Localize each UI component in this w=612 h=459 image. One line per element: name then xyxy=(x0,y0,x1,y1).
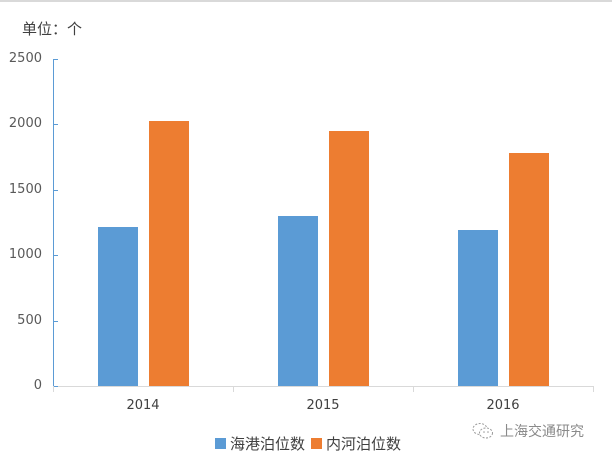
y-tick-label: 1000 xyxy=(8,247,42,263)
x-tick-label: 2016 xyxy=(486,398,520,413)
y-tick xyxy=(53,124,58,126)
x-tick xyxy=(593,386,594,392)
legend-item-river: 内河泊位数 xyxy=(311,433,401,454)
y-tick xyxy=(53,59,58,60)
y-tick xyxy=(53,320,58,322)
watermark: 上海交通研究 xyxy=(472,421,584,441)
legend-label-sea: 海港泊位数 xyxy=(230,435,306,453)
top-border xyxy=(0,0,612,2)
x-tick xyxy=(233,386,234,392)
legend-swatch-river xyxy=(311,438,323,449)
bar-river-2015 xyxy=(328,130,369,386)
x-tick-label: 2014 xyxy=(126,398,160,413)
legend-item-sea: 海港泊位数 xyxy=(215,433,305,454)
y-tick-label: 500 xyxy=(17,312,42,328)
x-tick xyxy=(53,386,54,392)
y-axis xyxy=(53,59,54,386)
bar-sea-2014 xyxy=(97,226,138,386)
x-tick-label: 2015 xyxy=(306,398,340,413)
y-tick-label: 2000 xyxy=(8,116,42,132)
x-tick xyxy=(413,386,414,392)
x-axis xyxy=(53,386,594,387)
legend-label-river: 内河泊位数 xyxy=(326,435,402,453)
bar-sea-2015 xyxy=(277,215,318,386)
y-tick-label: 1500 xyxy=(8,181,42,197)
unit-label: 单位：个 xyxy=(22,20,83,38)
y-tick xyxy=(53,189,58,191)
bar-sea-2016 xyxy=(457,229,498,386)
y-tick xyxy=(53,255,58,257)
legend: 海港泊位数 内河泊位数 xyxy=(215,433,407,454)
bar-river-2016 xyxy=(508,153,549,386)
y-tick-label: 0 xyxy=(33,378,42,393)
y-tick xyxy=(53,386,58,387)
watermark-text: 上海交通研究 xyxy=(500,424,584,440)
y-tick-label: 2500 xyxy=(8,51,42,66)
bar-river-2014 xyxy=(148,120,189,386)
legend-swatch-sea xyxy=(215,438,226,449)
wechat-icon xyxy=(472,423,493,439)
